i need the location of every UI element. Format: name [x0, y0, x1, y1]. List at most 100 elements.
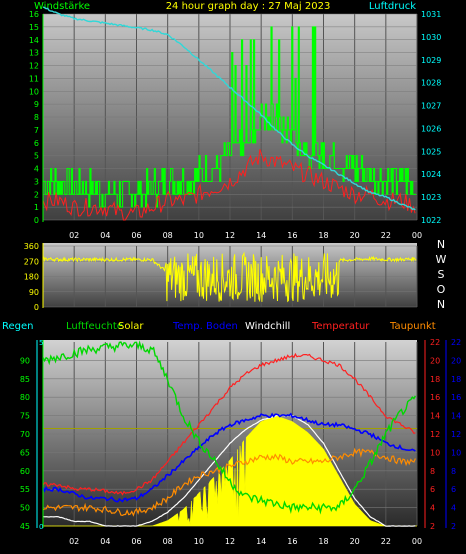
soil-tick-label: 8 [451, 467, 456, 476]
rain-axis-ticks: 05 [39, 339, 43, 531]
humidity-axis-ticks: 45 50 55 60 65 70 75 80 85 90 [20, 356, 30, 531]
temperature-tick-label: 10 [430, 448, 440, 457]
panel2-series [42, 251, 417, 303]
pressure-tick-label: 1025 [421, 147, 441, 156]
pressure-tick-label: 1022 [421, 216, 441, 225]
wind-tick-label: 5 [34, 152, 39, 161]
humidity-tick-label: 45 [20, 522, 30, 531]
wind-tick-label: 2 [34, 190, 39, 199]
x-tick-label: 08 [163, 537, 173, 546]
soil-tick-label: 16 [451, 393, 461, 402]
temperature-tick-label: 6 [430, 485, 435, 494]
soil-tick-label: 2 [451, 522, 456, 531]
temperature-tick-label: 14 [430, 412, 440, 421]
x-tick-label: 06 [131, 537, 141, 546]
series-temp-boden [42, 412, 416, 503]
wind-tick-label: 14 [29, 36, 39, 45]
x-axis-ticks-top: 02 04 06 08 10 12 14 16 18 20 22 00 [69, 231, 422, 240]
pressure-tick-label: 1031 [421, 10, 441, 19]
series-windchill [42, 414, 416, 527]
soil-tick-label: 4 [451, 504, 456, 513]
x-tick-label: 12 [225, 231, 235, 240]
wind-tick-label: 1 [34, 203, 39, 212]
direction-tick-label: 270 [24, 257, 39, 266]
wind-tick-label: 12 [29, 62, 39, 71]
soil-tick-label: 10 [451, 448, 461, 457]
legend-dewpoint: Taupunkt [389, 321, 436, 332]
temperature-tick-label: 8 [430, 467, 435, 476]
humidity-tick-label: 85 [20, 375, 30, 384]
direction-tick-label: 180 [24, 273, 39, 282]
x-tick-label: 10 [194, 537, 204, 546]
temperature-tick-label: 20 [430, 356, 440, 365]
legend: Regen Luftfeuchte Solar Temp. Boden Wind… [2, 321, 436, 332]
direction-tick-label: 360 [24, 242, 39, 251]
humidity-tick-label: 65 [20, 448, 30, 457]
compass-label: W [436, 253, 447, 266]
legend-rain: Regen [2, 321, 34, 332]
legend-temperature: Temperatur [311, 321, 370, 332]
humidity-tick-label: 90 [20, 356, 30, 365]
soil-tick-label: 6 [451, 485, 456, 494]
series-luftfeuchte [42, 340, 417, 515]
x-tick-label: 10 [194, 231, 204, 240]
pressure-tick-label: 1030 [421, 33, 441, 42]
humidity-tick-label: 55 [20, 485, 30, 494]
panel3-series [42, 340, 417, 527]
x-tick-label: 00 [412, 537, 422, 546]
right-title: Luftdruck [369, 1, 416, 12]
wind-tick-label: 10 [29, 87, 39, 96]
wind-tick-label: 11 [29, 74, 39, 83]
temperature-tick-label: 2 [430, 522, 435, 531]
series-luftdruck [42, 6, 416, 211]
pressure-tick-label: 1028 [421, 79, 441, 88]
panel1-series [42, 6, 417, 221]
pressure-tick-label: 1023 [421, 193, 441, 202]
x-tick-label: 16 [287, 537, 297, 546]
temperature-tick-label: 12 [430, 430, 440, 439]
temperature-tick-label: 22 [430, 338, 440, 347]
direction-tick-label: 0 [34, 303, 39, 312]
wind-tick-label: 8 [34, 113, 39, 122]
left-title: Windstärke [34, 1, 90, 12]
series-wind-direction [42, 251, 417, 303]
x-tick-label: 02 [69, 537, 79, 546]
series-taupunkt [42, 447, 416, 517]
soil-tick-label: 12 [451, 430, 461, 439]
legend-windchill: Windchill [245, 321, 290, 332]
humidity-tick-label: 75 [20, 412, 30, 421]
humidity-tick-label: 80 [20, 393, 30, 402]
compass-label: S [438, 268, 445, 281]
temperature-tick-label: 16 [430, 393, 440, 402]
wind-tick-label: 7 [34, 126, 39, 135]
compass-label: O [437, 283, 446, 296]
rain-tick-label: 5 [39, 339, 43, 347]
direction-tick-label: 90 [29, 288, 39, 297]
wind-tick-label: 3 [34, 177, 39, 186]
x-tick-label: 14 [256, 537, 266, 546]
x-axis-ticks-bottom: 02 04 06 08 10 12 14 16 18 20 22 00 [69, 537, 422, 546]
x-tick-label: 20 [350, 537, 360, 546]
panel1-grid [43, 13, 418, 221]
wind-tick-label: 13 [29, 49, 39, 58]
rain-tick-label: 0 [39, 523, 43, 531]
pressure-axis-ticks: 1022 1023 1024 1025 1026 1027 1028 1029 1030 1031 [421, 10, 441, 225]
soil-tick-label: 20 [451, 356, 461, 365]
wind-tick-label: 9 [34, 100, 39, 109]
pressure-tick-label: 1026 [421, 124, 441, 133]
panel-wind-direction: 0 90 180 270 360 [24, 242, 418, 312]
x-tick-label: 18 [318, 537, 328, 546]
series-temperatur [42, 352, 416, 496]
pressure-tick-label: 1024 [421, 170, 441, 179]
soil-tick-label: 14 [451, 412, 461, 421]
humidity-tick-label: 60 [20, 467, 30, 476]
x-tick-label: 16 [287, 231, 297, 240]
x-tick-label: 22 [381, 231, 391, 240]
x-tick-label: 20 [350, 231, 360, 240]
legend-humidity: Luftfeuchte [66, 321, 123, 332]
